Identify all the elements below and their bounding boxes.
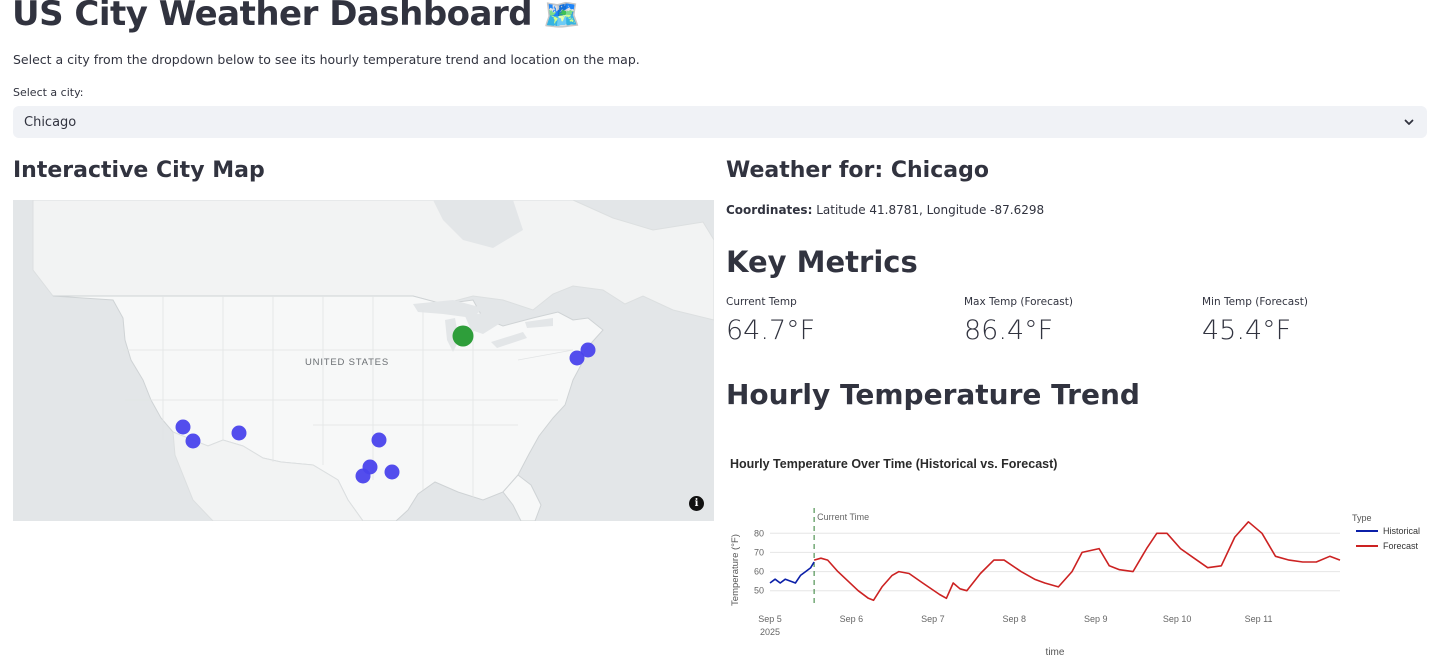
x-tick-label: Sep 10: [1163, 614, 1192, 624]
metrics-title: Key Metrics: [726, 245, 918, 279]
x-axis-label: time: [1046, 647, 1065, 658]
chart-title: Hourly Temperature Over Time (Historical…: [730, 457, 1057, 471]
series-line-forecast: [813, 521, 1341, 602]
map-lake-erie: [491, 332, 527, 348]
map-section-title: Interactive City Map: [13, 158, 265, 183]
coordinates: Coordinates: Latitude 41.8781, Longitude…: [726, 203, 1044, 217]
metric-value: 45.4°F: [1202, 315, 1292, 346]
x-tick-label: Sep 11: [1245, 614, 1273, 624]
map-marker[interactable]: [569, 350, 585, 366]
temperature-chart[interactable]: Hourly Temperature Over Time (Historical…: [726, 448, 1440, 669]
metric-min-temp: Min Temp (Forecast) 45.4°F: [1202, 296, 1308, 346]
map-marker[interactable]: [384, 464, 400, 480]
map-lake-ontario: [525, 318, 553, 328]
y-tick-label: 60: [754, 567, 764, 577]
map-marker[interactable]: [185, 433, 201, 449]
x-tick-label: Sep 8: [1003, 614, 1027, 624]
map-florida: [502, 474, 542, 521]
y-tick-label: 80: [754, 528, 764, 538]
info-icon[interactable]: i: [689, 496, 704, 511]
map-hudson-bay: [433, 200, 523, 248]
coordinates-label: Coordinates:: [726, 203, 813, 217]
city-select-value: Chicago: [24, 114, 77, 130]
map-lake-michigan: [445, 318, 459, 352]
city-select-label: Select a city:: [13, 86, 84, 99]
y-tick-label: 50: [754, 586, 764, 596]
x-tick-label: Sep 6: [840, 614, 864, 624]
metric-value: 86.4°F: [964, 315, 1054, 346]
map-marker[interactable]: [355, 468, 371, 484]
metric-value: 64.7°F: [726, 315, 816, 346]
map-marker[interactable]: [231, 425, 247, 441]
legend-item-label[interactable]: Forecast: [1383, 541, 1419, 551]
city-map[interactable]: UNITED STATES i: [13, 200, 714, 521]
current-time-label: Current Time: [817, 512, 869, 522]
map-marker[interactable]: [371, 432, 387, 448]
trend-title: Hourly Temperature Trend: [726, 378, 1140, 411]
y-tick-label: 70: [754, 547, 764, 557]
metric-current-temp: Current Temp 64.7°F: [726, 296, 815, 346]
chart-legend[interactable]: Type Historical Forecast: [1352, 513, 1420, 551]
map-marker-selected[interactable]: [452, 325, 474, 347]
intro-text: Select a city from the dropdown below to…: [13, 52, 640, 67]
metric-max-temp: Max Temp (Forecast) 86.4°F: [964, 296, 1073, 346]
page-title: US City Weather Dashboard 🗺️: [12, 0, 581, 34]
chevron-down-icon: [1403, 116, 1415, 128]
map-lake-superior: [413, 300, 483, 318]
x-tick-label: Sep 7: [921, 614, 945, 624]
map-emoji-icon: 🗺️: [543, 0, 581, 33]
map-state-borders: [123, 296, 574, 500]
metric-label: Max Temp (Forecast): [964, 296, 1073, 308]
legend-title: Type: [1352, 513, 1372, 523]
coordinates-value: Latitude 41.8781, Longitude -87.6298: [816, 203, 1045, 217]
city-select[interactable]: Chicago: [13, 106, 1427, 138]
page-title-text: US City Weather Dashboard: [12, 0, 533, 34]
series-line-historical: [769, 561, 815, 584]
y-axis-label: Temperature (°F): [730, 534, 741, 606]
x-tick-sublabel: 2025: [760, 627, 780, 637]
x-tick-label: Sep 5: [758, 614, 782, 624]
map-united-states: [52, 295, 604, 521]
x-tick-label: Sep 9: [1084, 614, 1108, 624]
map-lake-huron: [465, 312, 499, 334]
metric-label: Min Temp (Forecast): [1202, 296, 1308, 308]
map-marker[interactable]: [175, 419, 191, 435]
map-mexico: [172, 431, 364, 521]
legend-item-label[interactable]: Historical: [1383, 526, 1420, 536]
map-country-label: UNITED STATES: [305, 357, 389, 368]
weather-title: Weather for: Chicago: [726, 158, 989, 183]
map-marker[interactable]: [580, 342, 596, 358]
metric-label: Current Temp: [726, 296, 797, 308]
map-canvas[interactable]: UNITED STATES: [13, 200, 714, 521]
